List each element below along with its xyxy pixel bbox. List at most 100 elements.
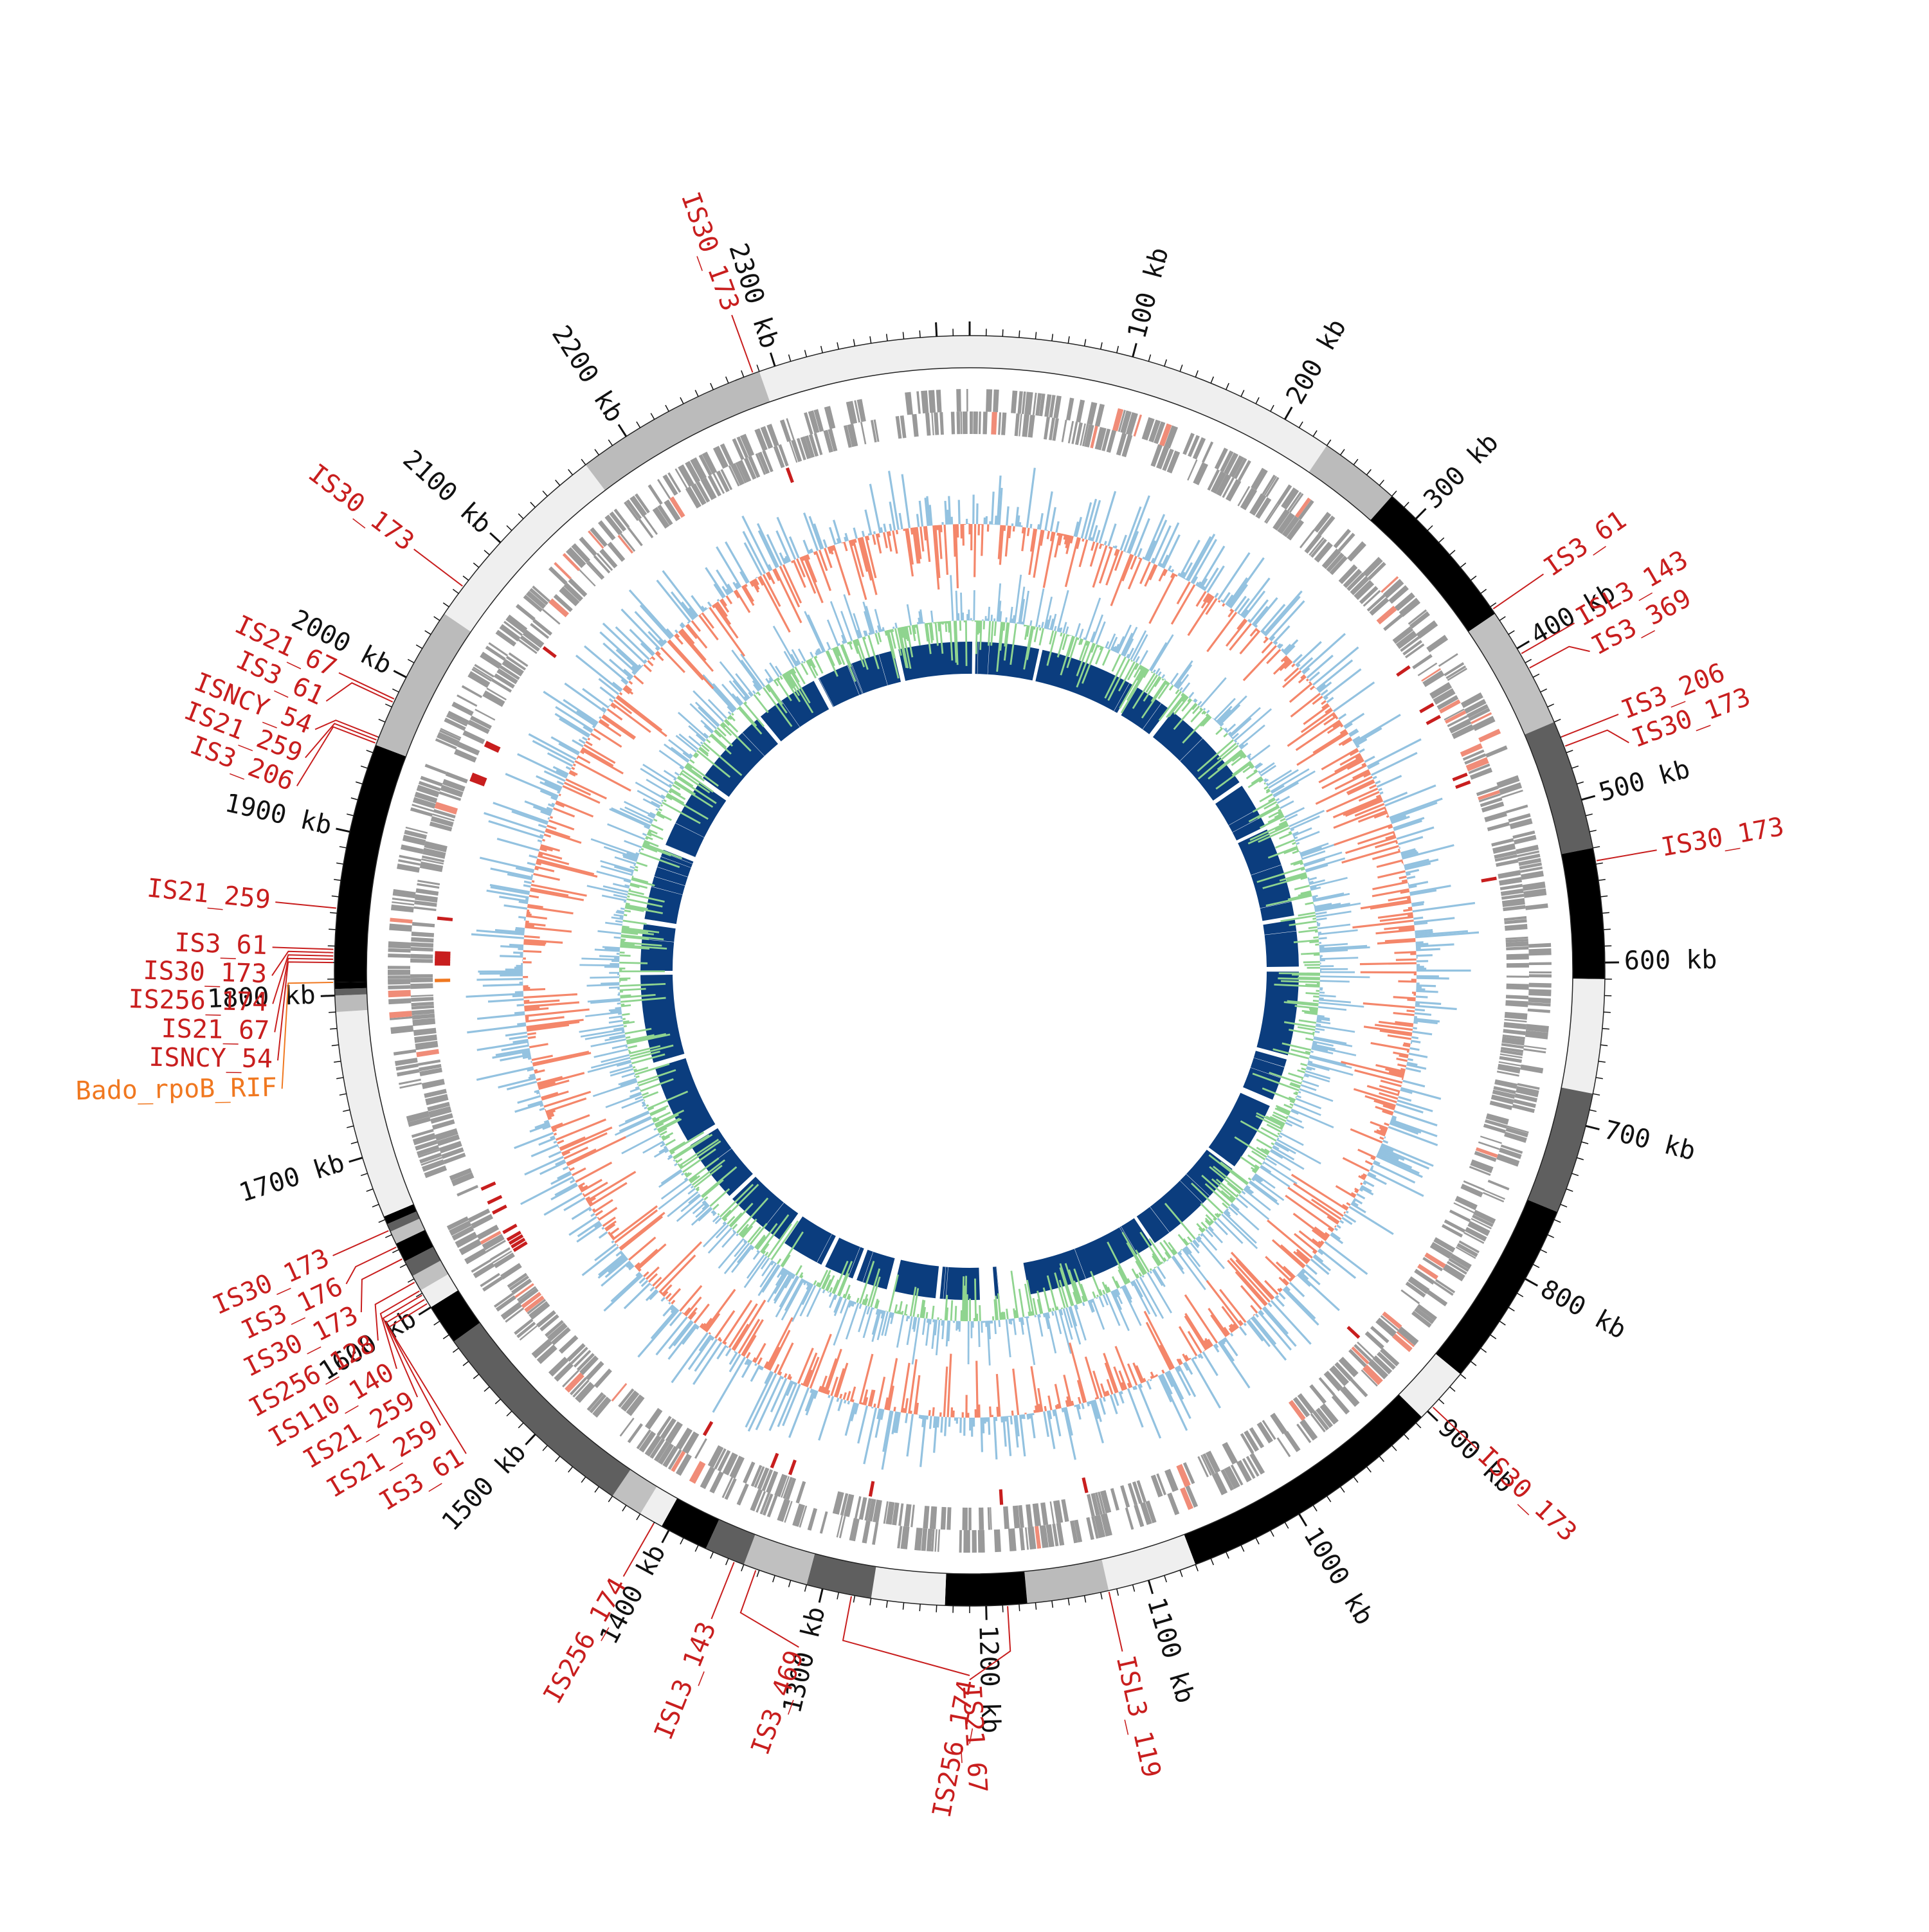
gc-bar: [1222, 604, 1224, 606]
skew-bar: [823, 1290, 824, 1293]
gc-bar: [524, 881, 531, 883]
scale-tick: [789, 1580, 791, 1587]
gc-bar: [1335, 1226, 1336, 1227]
gc-bar: [610, 1228, 619, 1235]
scale-tick: [595, 1486, 599, 1492]
skew-bar: [691, 1186, 693, 1188]
skew-bar: [1313, 1000, 1319, 1001]
gc-bar: [548, 1151, 561, 1157]
skew-bar: [1179, 1234, 1188, 1245]
gc-bar: [644, 665, 651, 671]
feature-mark: [1426, 715, 1441, 725]
skew-bar: [692, 1207, 711, 1225]
gc-bar: [846, 1403, 855, 1436]
skew-bar: [1240, 1157, 1258, 1169]
skew-bar: [622, 1014, 629, 1015]
skew-bar: [733, 1230, 734, 1231]
cds-block: [1478, 729, 1501, 743]
scale-tick: [361, 766, 367, 768]
scale-tick: [1195, 1564, 1198, 1571]
gc-bar: [784, 1373, 786, 1377]
gc-bar: [1379, 789, 1382, 790]
is-element-label: ISL3_143: [649, 1618, 722, 1744]
skew-bar: [1316, 1022, 1330, 1024]
gc-bar: [902, 474, 909, 528]
skew-bar: [905, 1305, 907, 1315]
gc-bar: [938, 1416, 939, 1427]
cds-block: [548, 566, 567, 585]
scale-tick: [568, 469, 573, 475]
gc-bar: [911, 1411, 912, 1414]
scale-tick: [608, 1496, 612, 1502]
cds-block: [934, 1529, 937, 1551]
scale-tick: [385, 704, 392, 707]
scale-tick: [1586, 1126, 1599, 1129]
cds-block: [780, 419, 791, 442]
scale-tick: [1379, 1456, 1384, 1461]
leader-line: [1493, 574, 1543, 609]
skew-bar: [1319, 995, 1336, 997]
skew-bar: [1316, 1029, 1325, 1030]
skew-bar: [1264, 783, 1265, 784]
skew-bar: [634, 1076, 635, 1077]
skew-bar: [1290, 1104, 1293, 1105]
gc-bar: [509, 1036, 528, 1039]
cds-block: [973, 411, 978, 434]
gc-bar: [564, 1198, 584, 1210]
skew-bar: [1200, 1234, 1202, 1236]
gc-bar: [1415, 1006, 1457, 1009]
gc-bar: [747, 1353, 750, 1359]
scale-tick: [1460, 1374, 1465, 1378]
skew-bar: [915, 625, 916, 628]
scale-tick: [1068, 336, 1069, 343]
skew-bar: [690, 760, 694, 763]
gc-bar: [855, 539, 856, 543]
skew-bar: [796, 1265, 802, 1275]
skew-bar: [1295, 1006, 1318, 1009]
contig-segment: [334, 988, 367, 996]
leader-line: [711, 1562, 734, 1619]
skew-bar: [744, 1240, 745, 1241]
skew-bar: [1085, 598, 1100, 640]
skew-bar: [745, 702, 747, 704]
scale-tick: [543, 491, 547, 496]
gc-bar: [1168, 566, 1171, 571]
gc-bar: [540, 1105, 543, 1106]
scale-tick: [408, 660, 414, 663]
cds-block: [643, 516, 658, 535]
scale-tick: [556, 480, 560, 485]
gc-bar: [554, 1142, 557, 1143]
gc-bar: [1397, 1065, 1406, 1067]
gc-bar: [1341, 725, 1343, 727]
skew-bar: [1132, 1268, 1137, 1278]
gc-bar: [926, 526, 929, 562]
gc-bar: [1209, 1308, 1228, 1335]
scale-tick: [1554, 719, 1561, 722]
gc-bar: [1036, 1405, 1037, 1413]
gc-bar: [1150, 574, 1175, 624]
skew-bar: [1004, 1312, 1005, 1320]
gc-bar: [526, 916, 547, 919]
contig-inner-border: [367, 368, 1573, 1574]
skew-bar: [715, 730, 732, 746]
gc-bar: [1394, 821, 1422, 831]
scale-tick: [392, 689, 399, 692]
skew-bar: [662, 800, 663, 801]
skew-bar: [1215, 1222, 1227, 1235]
skew-bar: [1055, 626, 1056, 631]
blast-segment: [1263, 920, 1299, 967]
skew-bar: [617, 911, 624, 912]
gc-bar: [1280, 1293, 1285, 1299]
scale-tick: [347, 814, 354, 816]
skew-bar: [844, 595, 859, 638]
scale-tick: [837, 1593, 838, 1600]
gc-bar: [1398, 1093, 1399, 1094]
gc-bar: [1031, 1366, 1038, 1413]
gc-bar: [751, 1365, 759, 1381]
gc-bar: [548, 1118, 551, 1119]
cds-block: [925, 413, 931, 435]
scale-tick: [340, 1094, 347, 1095]
scale-tick: [581, 1477, 586, 1483]
skew-bar: [1042, 622, 1043, 627]
scale-tick-label: 300 kb: [1418, 428, 1504, 514]
